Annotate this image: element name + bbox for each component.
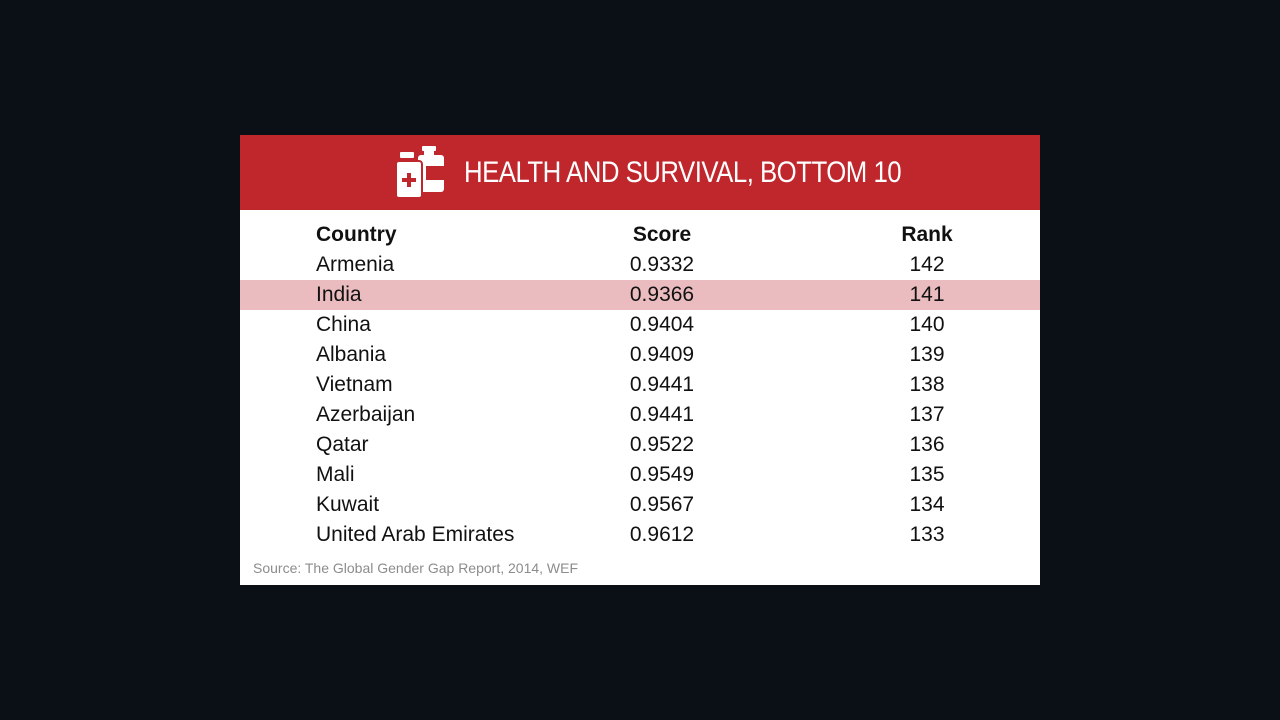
score-cell: 0.9441 [629,403,695,426]
country-cell: Qatar [316,433,369,456]
score-cell: 0.9441 [629,373,695,396]
column-header-country: Country [316,223,397,246]
table-row: Vietnam 0.9441 138 [240,370,1040,400]
column-header-score: Score [632,223,692,246]
header-banner: HEALTH AND SURVIVAL, BOTTOM 10 [240,135,1040,210]
table-row: Armenia 0.9332 142 [240,250,1040,280]
table-row: Azerbaijan 0.9441 137 [240,400,1040,430]
score-cell: 0.9404 [629,313,695,336]
country-cell: Vietnam [316,373,393,396]
rank-cell: 134 [909,493,945,516]
rank-cell: 142 [909,253,945,276]
score-cell: 0.9549 [629,463,695,486]
rank-cell: 141 [909,283,945,306]
country-cell: Azerbaijan [316,403,416,426]
rank-cell: 137 [909,403,945,426]
table-row: China 0.9404 140 [240,310,1040,340]
country-cell: Mali [316,463,355,486]
data-table: Country Score Rank Armenia 0.9332 142 India… [240,220,1040,550]
rank-cell: 138 [909,373,945,396]
table-row: Albania 0.9409 139 [240,340,1040,370]
header-title: HEALTH AND SURVIVAL, BOTTOM 10 [464,156,902,189]
country-cell: United Arab Emirates [316,523,515,546]
score-cell: 0.9366 [629,283,695,306]
table-row: Qatar 0.9522 136 [240,430,1040,460]
infographic-card: HEALTH AND SURVIVAL, BOTTOM 10 Country S… [240,135,1040,585]
table-row: Kuwait 0.9567 134 [240,490,1040,520]
country-cell: Albania [316,343,387,366]
score-cell: 0.9332 [629,253,695,276]
score-cell: 0.9612 [629,523,695,546]
table-header-row: Country Score Rank [240,220,1040,250]
country-cell: Kuwait [316,493,380,516]
column-header-rank: Rank [901,223,953,246]
medicine-bottles-icon [396,146,444,198]
source-note: Source: The Global Gender Gap Report, 20… [253,560,579,576]
rank-cell: 135 [909,463,945,486]
rank-cell: 140 [909,313,945,336]
rank-cell: 136 [909,433,945,456]
score-cell: 0.9522 [629,433,695,456]
table-row: United Arab Emirates 0.9612 133 [240,520,1040,550]
table-row: Mali 0.9549 135 [240,460,1040,490]
country-cell: India [316,283,362,306]
country-cell: China [316,313,371,336]
country-cell: Armenia [316,253,395,276]
rank-cell: 133 [909,523,945,546]
score-cell: 0.9567 [629,493,695,516]
rank-cell: 139 [909,343,945,366]
table-row: India 0.9366 141 [240,280,1040,310]
score-cell: 0.9409 [629,343,695,366]
table-body: Armenia 0.9332 142 India 0.9366 141 China 0.940… [240,250,1040,550]
